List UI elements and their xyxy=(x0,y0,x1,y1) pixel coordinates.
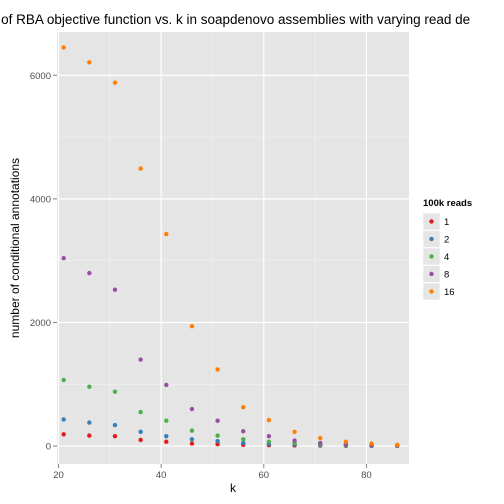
legend-marker xyxy=(429,254,434,259)
legend-item-16: 16 xyxy=(422,282,455,301)
legend-marker xyxy=(429,289,434,294)
legend-item-1: 1 xyxy=(422,212,449,231)
data-point xyxy=(112,422,118,428)
data-point xyxy=(241,429,246,434)
x-tick-label: 40 xyxy=(156,470,167,481)
legend-item-8: 8 xyxy=(422,265,449,283)
data-point xyxy=(189,428,195,433)
y-tick-label: 4000 xyxy=(30,194,51,205)
data-point xyxy=(266,439,272,444)
data-point xyxy=(215,367,220,372)
legend-marker xyxy=(429,271,434,277)
data-point xyxy=(215,418,220,423)
data-point xyxy=(87,60,92,65)
x-tick-label: 60 xyxy=(258,470,269,481)
data-point xyxy=(138,429,143,435)
data-point xyxy=(61,255,66,261)
chart-title: n of RBA objective function vs. k in soa… xyxy=(0,12,470,27)
data-point xyxy=(138,357,143,362)
data-point xyxy=(164,231,169,237)
data-point xyxy=(112,389,118,394)
data-point xyxy=(189,441,195,446)
legend-label: 1 xyxy=(444,217,449,228)
data-point xyxy=(266,417,272,423)
data-point xyxy=(164,433,169,439)
x-axis-title: k xyxy=(230,481,237,495)
data-point xyxy=(164,439,169,444)
data-point xyxy=(87,270,92,276)
data-point xyxy=(87,420,92,425)
data-point xyxy=(189,437,195,442)
data-point xyxy=(61,432,66,437)
legend: 100k reads 1 2 4 8 16 xyxy=(422,198,472,301)
legend-title: 100k reads xyxy=(423,198,472,209)
series-16 xyxy=(61,45,400,448)
data-point xyxy=(61,417,66,422)
data-point xyxy=(394,442,400,448)
data-point xyxy=(138,166,143,171)
legend-marker xyxy=(429,236,434,242)
data-point xyxy=(138,437,143,443)
legend-label: 8 xyxy=(444,270,449,281)
data-point xyxy=(215,442,220,447)
data-point xyxy=(318,435,323,441)
data-point xyxy=(87,433,92,438)
data-point xyxy=(189,323,195,329)
data-points xyxy=(61,45,400,449)
data-point xyxy=(241,404,246,410)
data-point xyxy=(266,433,272,439)
gridlines xyxy=(57,32,409,464)
legend-label: 16 xyxy=(444,287,455,298)
x-tick-label: 20 xyxy=(53,470,64,481)
legend-marker xyxy=(429,219,434,224)
data-point xyxy=(87,384,92,389)
data-point xyxy=(215,433,220,438)
data-point xyxy=(61,45,66,50)
y-tick-label: 6000 xyxy=(30,71,51,82)
data-point xyxy=(369,441,374,446)
legend-label: 4 xyxy=(444,252,449,263)
data-point xyxy=(189,406,195,412)
x-tick-label: 80 xyxy=(361,470,372,481)
data-point xyxy=(241,437,246,442)
y-tick-label: 2000 xyxy=(30,318,51,329)
y-tick-label: 0 xyxy=(46,442,51,453)
data-point xyxy=(292,429,297,435)
data-point xyxy=(112,80,118,85)
axis-ticks: 20 40 60 80 0 2000 4000 6000 xyxy=(30,71,372,481)
data-point xyxy=(138,409,143,415)
y-axis-title: number of conditional annotations xyxy=(8,158,22,338)
data-point xyxy=(61,377,66,383)
legend-item-2: 2 xyxy=(422,230,449,248)
data-point xyxy=(164,382,169,388)
data-point xyxy=(112,287,118,292)
data-point xyxy=(318,440,323,446)
data-point xyxy=(112,433,118,439)
data-point xyxy=(292,438,297,443)
legend-item-4: 4 xyxy=(422,247,449,266)
data-point xyxy=(241,440,246,446)
data-point xyxy=(215,438,220,444)
data-point xyxy=(343,439,349,444)
legend-label: 2 xyxy=(444,235,449,246)
data-point xyxy=(164,418,169,423)
